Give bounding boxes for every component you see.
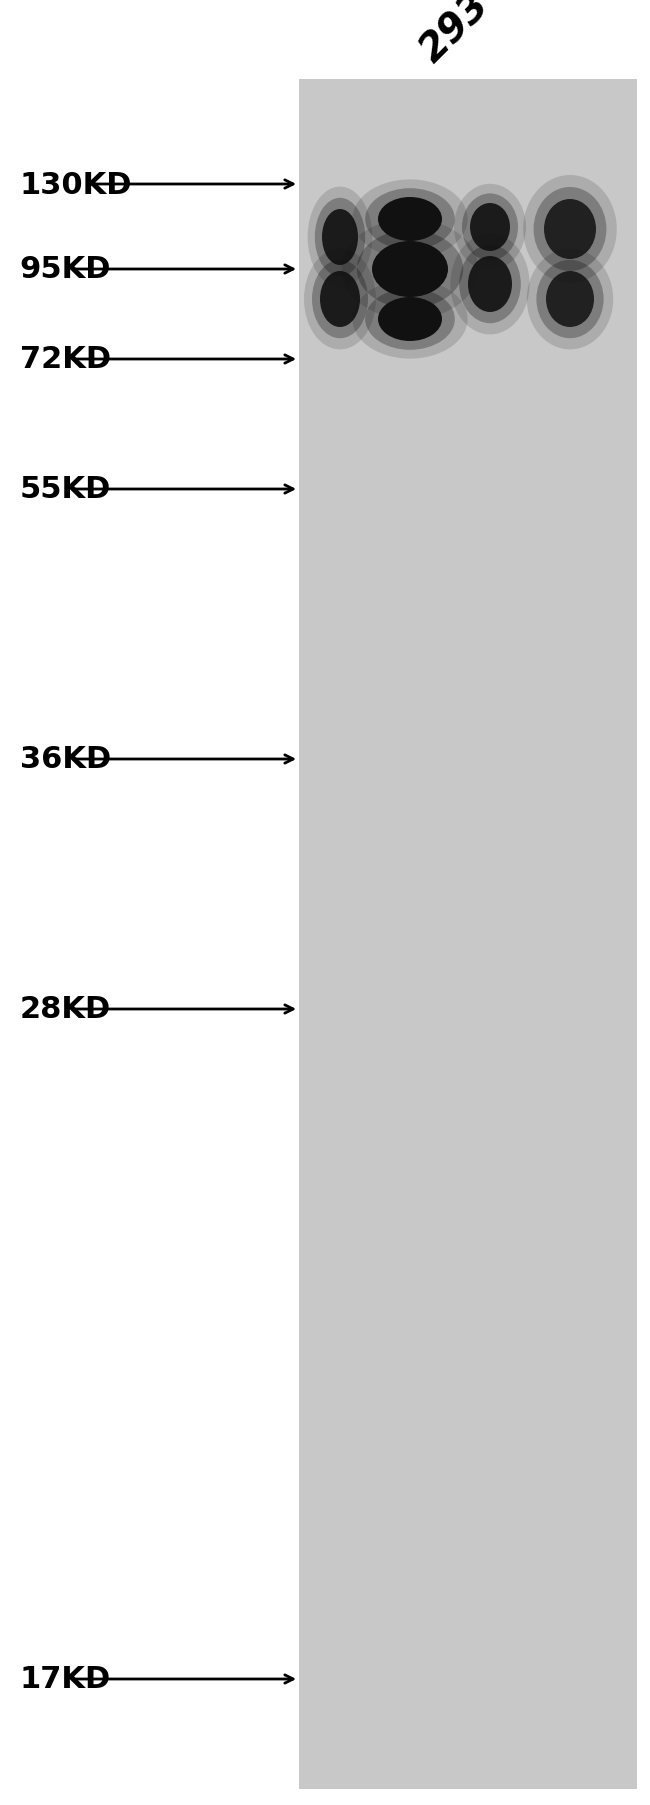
Ellipse shape (365, 190, 455, 251)
Ellipse shape (378, 199, 442, 242)
Ellipse shape (315, 199, 365, 276)
Ellipse shape (454, 184, 526, 271)
Text: 28KD: 28KD (20, 995, 111, 1023)
Ellipse shape (450, 235, 530, 336)
Ellipse shape (462, 195, 518, 262)
Ellipse shape (304, 249, 376, 350)
Ellipse shape (372, 242, 448, 298)
Ellipse shape (378, 298, 442, 341)
Text: 293: 293 (413, 0, 497, 70)
Ellipse shape (312, 260, 368, 339)
Ellipse shape (536, 260, 604, 339)
Text: 17KD: 17KD (20, 1664, 111, 1693)
Ellipse shape (307, 188, 372, 289)
Text: 95KD: 95KD (20, 255, 111, 285)
Text: 130KD: 130KD (20, 170, 132, 199)
Ellipse shape (544, 200, 596, 260)
Ellipse shape (459, 245, 521, 325)
Ellipse shape (546, 273, 594, 329)
Ellipse shape (352, 280, 467, 359)
Ellipse shape (523, 175, 617, 283)
Ellipse shape (526, 249, 613, 350)
Ellipse shape (322, 209, 358, 265)
Text: 55KD: 55KD (20, 475, 111, 504)
Ellipse shape (357, 231, 463, 309)
Text: 36KD: 36KD (20, 745, 111, 774)
Ellipse shape (468, 256, 512, 312)
Text: 72KD: 72KD (20, 345, 111, 374)
Ellipse shape (470, 204, 510, 253)
Bar (299, 79, 637, 1789)
Ellipse shape (365, 289, 455, 350)
Ellipse shape (352, 180, 467, 260)
Ellipse shape (534, 188, 606, 273)
Ellipse shape (342, 220, 478, 319)
Ellipse shape (320, 273, 360, 329)
